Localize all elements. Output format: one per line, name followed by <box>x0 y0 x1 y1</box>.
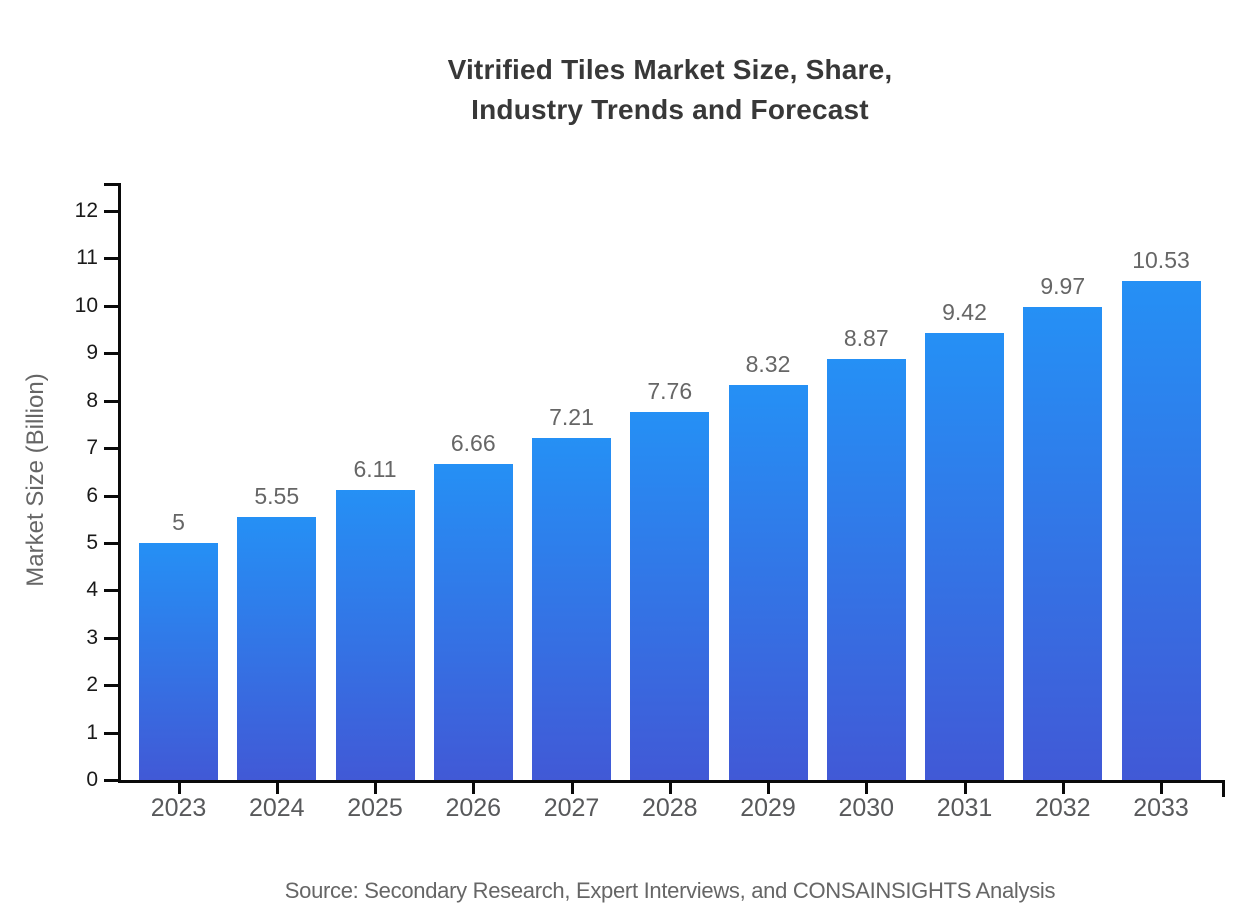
y-tick-label: 0 <box>86 768 98 791</box>
bar-value-label: 10.53 <box>1132 246 1190 273</box>
x-tick-mark <box>865 780 869 794</box>
bar-value-label: 6.66 <box>450 430 496 457</box>
bar <box>532 438 611 780</box>
x-tick-mark <box>177 780 181 794</box>
y-tick-mark <box>104 684 118 688</box>
x-axis-end-cap <box>1222 780 1225 797</box>
x-tick-label: 2030 <box>838 794 895 822</box>
bar-value-label: 9.42 <box>942 299 987 326</box>
x-tick-mark <box>472 780 476 794</box>
x-tick-mark <box>275 780 279 794</box>
bar <box>433 464 513 780</box>
bar <box>925 333 1004 780</box>
y-tick-mark <box>104 352 118 356</box>
bar <box>826 359 906 780</box>
bar-value-label: 8.32 <box>745 351 791 378</box>
y-tick-mark <box>104 304 118 308</box>
y-tick-mark <box>104 541 118 545</box>
x-tick-label: 2027 <box>543 794 600 822</box>
x-tick-mark <box>374 780 377 794</box>
chart-title-line2: Industry Trends and Forecast <box>471 94 869 125</box>
y-tick-mark <box>104 589 118 593</box>
x-tick-mark <box>1061 780 1065 794</box>
y-axis-end-cap <box>104 183 118 186</box>
x-tick-label: 2031 <box>936 794 993 822</box>
bar <box>237 516 317 780</box>
y-tick-label: 4 <box>86 578 98 602</box>
y-tick-mark <box>104 399 118 403</box>
y-tick-label: 12 <box>74 199 98 222</box>
y-tick-mark <box>104 447 118 451</box>
y-tick-label: 2 <box>86 673 98 697</box>
bar-value-label: 5.55 <box>254 482 300 509</box>
bar <box>139 542 218 780</box>
y-tick-label: 11 <box>76 246 98 270</box>
y-tick-label: 10 <box>74 293 98 317</box>
y-tick-label: 1 <box>86 720 98 744</box>
x-tick-label: 2028 <box>641 794 698 822</box>
chart-title-line1: Vitrified Tiles Market Size, Share, <box>447 54 893 85</box>
x-tick-mark <box>767 780 770 794</box>
bar-value-label: 5 <box>172 508 185 535</box>
y-tick-label: 7 <box>86 436 98 460</box>
x-tick-label: 2024 <box>248 794 305 822</box>
y-tick-label: 5 <box>86 530 98 554</box>
x-tick-label: 2026 <box>445 794 502 822</box>
bar-value-label: 6.11 <box>353 456 397 483</box>
y-tick-mark <box>104 636 118 640</box>
y-tick-mark <box>104 731 118 735</box>
bar <box>630 412 710 780</box>
x-tick-mark <box>668 780 672 794</box>
bar <box>335 490 415 780</box>
x-tick-mark <box>963 780 967 794</box>
y-tick-label: 9 <box>86 341 98 365</box>
y-tick-label: 6 <box>86 483 98 507</box>
bar <box>1121 280 1201 780</box>
y-tick-mark <box>104 210 118 213</box>
y-axis-line <box>118 183 121 783</box>
source-note: Source: Secondary Research, Expert Inter… <box>284 878 1056 903</box>
x-tick-label: 2023 <box>150 794 207 822</box>
bar <box>1023 307 1103 780</box>
x-tick-label: 2025 <box>347 794 403 822</box>
y-tick-mark <box>104 779 118 782</box>
bar <box>728 385 808 780</box>
x-tick-mark <box>1160 780 1163 794</box>
bar-value-label: 7.21 <box>549 404 594 431</box>
bar-value-label: 9.97 <box>1040 273 1086 300</box>
y-tick-label: 8 <box>86 388 98 412</box>
y-tick-mark <box>104 257 118 261</box>
chart-title: Vitrified Tiles Market Size, Share, Indu… <box>118 50 1222 130</box>
y-tick-label: 3 <box>86 625 98 649</box>
x-tick-label: 2029 <box>740 794 796 822</box>
bar-value-label: 7.76 <box>647 378 693 405</box>
x-tick-label: 2033 <box>1133 794 1189 822</box>
bar-value-label: 8.87 <box>843 325 889 352</box>
x-tick-mark <box>570 780 574 794</box>
x-tick-label: 2032 <box>1034 794 1091 822</box>
y-tick-mark <box>104 494 118 498</box>
